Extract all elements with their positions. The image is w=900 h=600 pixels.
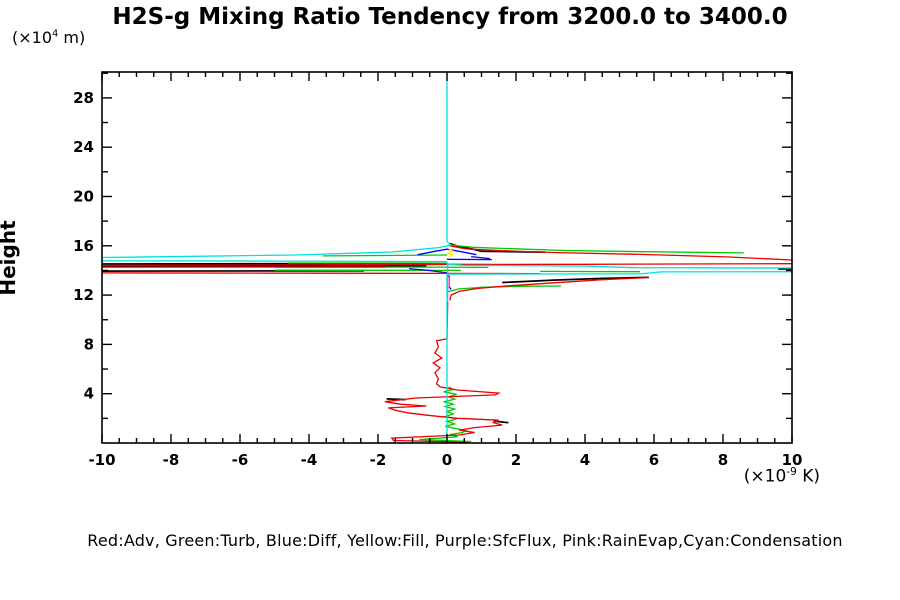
x-tick-label: 2: [511, 451, 521, 469]
series-curve: [448, 275, 452, 290]
x-tick-label: -10: [88, 451, 115, 469]
y-tick-label: 28: [73, 89, 94, 107]
series-curve: [102, 260, 448, 263]
x-tick-label: 8: [718, 451, 728, 469]
series-curve: [417, 248, 477, 256]
x-axis-unit-label: (×10-9 K): [620, 466, 820, 487]
x-tick-label: -4: [301, 451, 318, 469]
series-curve: [502, 276, 649, 284]
x-tick-label: 6: [649, 451, 659, 469]
x-tick-label: 0: [442, 451, 452, 469]
series-curve: [409, 267, 448, 274]
series-legend-text: Red:Adv, Green:Turb, Blue:Diff, Yellow:F…: [87, 531, 843, 550]
x-tick-label: 10: [782, 451, 803, 469]
series-curve: [102, 241, 453, 259]
series-curve: [445, 248, 455, 258]
series-curve: [449, 276, 649, 301]
x-unit-exponent: -9: [786, 466, 797, 478]
series-curve: [446, 271, 792, 275]
y-tick-label: 8: [84, 335, 94, 353]
y-tick-label: 12: [73, 286, 94, 304]
x-tick-label: -2: [370, 451, 387, 469]
series-curve: [448, 244, 744, 254]
series-curve: [322, 254, 448, 257]
y-tick-label: 4: [84, 385, 94, 403]
y-unit-exponent: 4: [52, 28, 59, 40]
y-tick-label: 20: [73, 187, 94, 205]
x-unit-prefix: (×10: [743, 466, 787, 487]
y-tick-label: 16: [73, 237, 94, 255]
y-unit-suffix: m): [58, 28, 86, 47]
series-curve: [446, 261, 792, 269]
x-unit-suffix: K): [796, 466, 820, 487]
y-axis-unit-label: (×104 m): [12, 28, 85, 47]
x-tick-label: -8: [163, 451, 180, 469]
x-tick-label: 4: [580, 451, 590, 469]
chart-title: H2S-g Mixing Ratio Tendency from 3200.0 …: [112, 4, 788, 30]
x-tick-label: -6: [232, 451, 249, 469]
series-curve: [384, 301, 503, 443]
series-curve: [449, 245, 792, 261]
y-tick-label: 24: [73, 138, 94, 156]
y-unit-prefix: (×10: [12, 28, 53, 47]
series-curve: [471, 255, 491, 260]
